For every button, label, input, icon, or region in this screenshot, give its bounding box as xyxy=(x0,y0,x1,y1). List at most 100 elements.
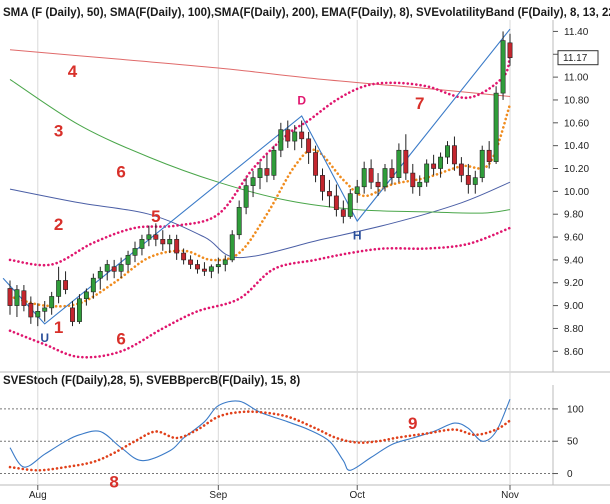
y-tick-label: 9.60 xyxy=(564,233,584,244)
x-tick-label: Aug xyxy=(29,490,47,501)
x-tick-label: Nov xyxy=(501,490,519,501)
y-tick-label: 10.40 xyxy=(564,141,589,152)
y-tick-label: 9.20 xyxy=(564,278,584,289)
y-tick-label: 10.00 xyxy=(564,187,589,198)
oscillator-title: SVEStoch (F(Daily),28, 5), SVEBBpercB(F(… xyxy=(3,375,300,387)
candle-body xyxy=(445,145,450,158)
candle-body xyxy=(257,168,263,178)
annotation-number: 5 xyxy=(151,207,160,226)
series-line xyxy=(9,78,511,214)
candle-body xyxy=(250,177,256,186)
candle-body xyxy=(410,172,416,188)
y-tick-label: 9.00 xyxy=(564,301,584,312)
candle-body xyxy=(63,280,69,290)
candle-body xyxy=(97,271,103,279)
candle-body xyxy=(264,168,270,176)
candle-body xyxy=(320,175,325,192)
candle-body xyxy=(42,307,48,312)
candle-body xyxy=(201,268,207,272)
y-tick-label: 9.80 xyxy=(564,210,584,221)
candle-body xyxy=(139,239,145,249)
candle-body xyxy=(389,168,395,178)
candle-body xyxy=(292,131,298,142)
candle-body xyxy=(375,181,381,188)
last-price-box xyxy=(557,50,599,66)
y-tick-label: 8.80 xyxy=(564,324,584,335)
candle-body xyxy=(438,156,444,169)
osc-series-line xyxy=(8,410,512,472)
candle-body xyxy=(28,303,34,318)
candle-body xyxy=(472,177,478,185)
osc-annotation-number: 9 xyxy=(408,414,417,433)
annotation-number: 6 xyxy=(116,163,125,182)
candle-body xyxy=(396,149,402,178)
series-line xyxy=(8,103,512,308)
candle-body xyxy=(70,307,75,322)
candle-body xyxy=(195,264,200,270)
annotation-number: 4 xyxy=(68,62,78,81)
annotation-number: 1 xyxy=(54,318,63,337)
candle-body xyxy=(181,252,187,261)
candle-body xyxy=(278,129,284,151)
candle-body xyxy=(104,264,110,272)
candle-body xyxy=(146,234,152,240)
candle-body xyxy=(306,138,312,153)
annotation-number: 3 xyxy=(54,122,63,141)
candle-body xyxy=(215,264,221,268)
candle-body xyxy=(465,175,471,185)
candle-body xyxy=(153,234,159,240)
y-tick-label: 10.80 xyxy=(564,95,589,106)
candle-body xyxy=(125,255,131,265)
candle-body xyxy=(90,277,96,293)
x-tick-label: Sep xyxy=(209,490,227,501)
candle-body xyxy=(83,291,89,300)
pivot-label: H xyxy=(353,228,362,242)
chart-labels: 1 2 3 4 5 6 6 7 U D H 8 9 xyxy=(40,62,424,491)
osc-y-tick-label: 50 xyxy=(567,437,579,448)
candle-body xyxy=(361,168,367,188)
main-chart-title: SMA (F (Daily), 50), SMA(F(Daily), 100),… xyxy=(3,7,610,19)
candle-body xyxy=(326,191,332,197)
candle-body xyxy=(7,288,13,306)
candle-body xyxy=(382,168,388,188)
candle-body xyxy=(76,298,82,322)
candle-body xyxy=(368,168,374,183)
candle-body xyxy=(236,207,242,236)
chart-grid: Aug Sep Oct Nov 8.60 8.80 9.00 9.20 9.40 9.60 9.80… xyxy=(0,20,610,501)
y-tick-label: 8.60 xyxy=(564,347,584,358)
candle-body xyxy=(271,149,277,176)
pivot-label: D xyxy=(297,94,306,108)
candle-body xyxy=(208,266,214,272)
candle-body xyxy=(222,259,228,265)
candle-body xyxy=(313,152,319,176)
y-tick-label: 11.00 xyxy=(564,73,589,84)
candle-body xyxy=(285,129,291,142)
candle-body xyxy=(167,239,173,245)
candle-body xyxy=(340,209,346,217)
osc-y-tick-label: 0 xyxy=(567,469,573,480)
candle-body xyxy=(132,248,138,256)
candle-body xyxy=(14,289,20,306)
pivot-label: U xyxy=(40,331,49,345)
candle-body xyxy=(188,259,194,265)
candle-body xyxy=(424,163,430,183)
y-tick-label: 10.60 xyxy=(564,118,589,129)
candle-body xyxy=(49,296,55,309)
series-line xyxy=(9,181,511,259)
candle-body xyxy=(160,239,166,245)
x-tick-label: Oct xyxy=(349,490,365,501)
series-line xyxy=(9,49,511,97)
candle-body xyxy=(21,290,27,306)
annotation-number: 6 xyxy=(116,329,125,348)
candle-body xyxy=(403,149,409,174)
chart-candles xyxy=(7,31,513,327)
candle-body xyxy=(451,145,457,165)
candle-body xyxy=(111,266,117,272)
candle-body xyxy=(417,181,423,188)
candle-body xyxy=(333,195,339,210)
osc-y-tick-label: 100 xyxy=(567,404,584,415)
annotation-number: 7 xyxy=(415,94,424,113)
candle-body xyxy=(493,92,499,162)
candle-body xyxy=(229,234,235,261)
